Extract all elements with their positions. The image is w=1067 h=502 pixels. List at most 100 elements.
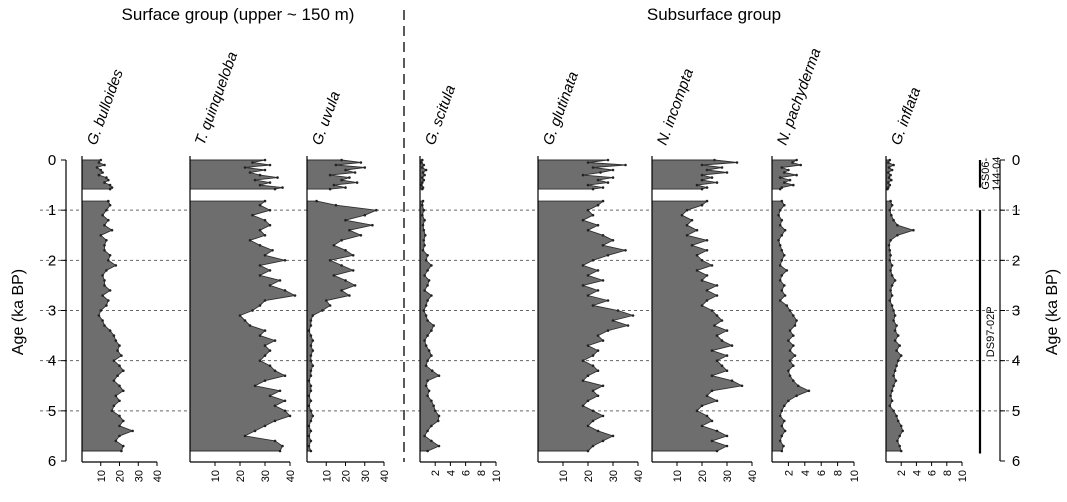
data-point [118,434,121,438]
data-point [258,203,262,207]
x-tick-label: 10 [210,470,222,482]
data-point [788,359,792,363]
data-point [309,374,313,378]
data-point [710,374,714,378]
data-point [278,449,282,453]
data-point [783,404,786,408]
data-point [426,429,429,433]
data-point [788,374,792,378]
data-point [325,299,328,302]
data-point [263,344,267,347]
data-point [785,269,789,272]
y-tick-label-right: 4 [1012,353,1020,370]
data-point [263,354,267,357]
data-point [725,369,729,373]
data-point [103,181,106,184]
data-point [700,304,704,307]
data-point [780,259,784,262]
data-point [311,339,315,342]
data-point [238,314,242,317]
data-point [890,264,894,267]
x-tick-label: 30 [133,470,145,482]
data-point [426,449,429,453]
data-point [695,228,699,232]
data-point [596,203,600,207]
data-point [281,444,284,448]
data-point [893,279,897,282]
data-point [309,344,313,347]
data-point [778,299,782,302]
data-point [253,178,257,182]
data-point [700,173,704,177]
data-point [889,289,892,292]
data-point [108,203,112,207]
data-point [887,166,891,169]
data-point [321,309,324,312]
data-point [586,228,590,232]
data-point [591,166,595,169]
data-point [283,374,287,378]
data-point [309,429,313,433]
data-point [97,173,101,177]
core-label-1: GS06-144-04 [980,157,1003,191]
y-tick-label-right: 6 [1012,453,1020,470]
series-area-lower-5 [537,200,635,452]
data-point [309,319,313,322]
data-point [273,419,277,423]
data-point [780,218,784,222]
data-point [685,223,689,227]
data-point [695,409,699,413]
data-point [263,158,267,162]
data-point [606,329,610,332]
data-point [112,404,116,408]
data-point [122,389,125,393]
data-point [685,208,689,212]
series-area-lower-1 [81,200,134,452]
data-point [309,449,313,453]
data-point [263,199,267,203]
data-point [586,161,590,164]
data-point [424,304,428,307]
taxon-label-6: N. incompta [654,66,697,147]
series-area-upper-2 [189,159,283,190]
data-point [99,158,103,162]
data-point [251,213,254,217]
data-point [421,181,424,184]
data-point [107,178,110,182]
data-point [700,163,704,167]
x-tick-label: 30 [260,470,272,482]
data-point [422,309,426,312]
data-point [426,284,429,287]
data-point [893,314,897,317]
data-point [710,264,714,267]
data-point [783,419,786,423]
data-point [892,309,895,312]
data-point [334,203,338,207]
data-point [606,299,610,302]
data-point [700,279,704,282]
y-tick-label-left: 2 [48,252,56,269]
data-point [782,444,785,448]
data-point [895,364,898,368]
y-tick-label-right: 0 [1012,152,1020,169]
data-point [725,434,729,438]
data-point [423,434,426,438]
panel-2 [189,158,297,453]
data-point [715,314,719,317]
data-point [680,213,684,217]
data-point [778,414,782,418]
data-point [423,289,426,292]
data-point [591,389,595,393]
data-point [122,369,125,373]
data-point [685,234,689,237]
data-point [799,163,802,167]
data-point [97,161,101,164]
data-point [105,176,108,179]
data-point [796,384,800,388]
data-point [624,163,627,167]
data-point [293,294,297,297]
data-point [611,239,615,242]
data-point [430,329,433,332]
data-point [273,439,277,443]
data-point [307,424,311,428]
